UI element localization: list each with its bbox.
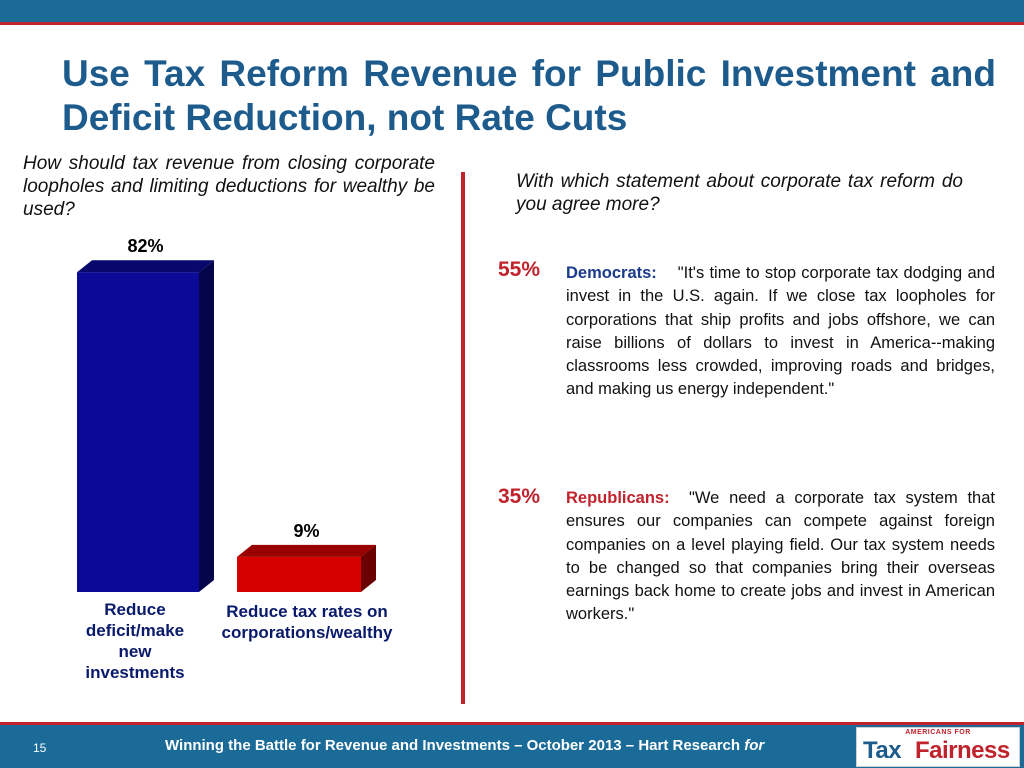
slide-title: Use Tax Reform Revenue for Public Invest… — [62, 53, 996, 138]
top-bar — [0, 0, 1024, 22]
logo-tax-text: Tax — [863, 737, 902, 764]
footer-bar — [0, 725, 1024, 768]
x-label-reduce-deficit: Reduce deficit/make new investments — [85, 600, 185, 682]
data-label-0: 82% — [127, 236, 163, 256]
bar-top-0 — [77, 260, 214, 273]
americans-for-tax-fairness-logo: AMERICANS FOR Tax Fairness — [856, 727, 1020, 767]
logo-small-text: AMERICANS FOR — [905, 729, 971, 736]
vertical-divider — [461, 172, 465, 704]
republicans-quote: "We need a corporate tax system that ens… — [566, 489, 995, 624]
bar-side-0 — [199, 260, 214, 592]
bar-1 — [237, 544, 376, 592]
republicans-percent: 35% — [498, 485, 541, 508]
page-number: 15 — [33, 741, 47, 755]
right-question: With which statement about corporate tax… — [516, 171, 963, 215]
democrats-percent: 55% — [498, 258, 541, 281]
democrats-quote: "It's time to stop corporate tax dodging… — [566, 264, 996, 399]
left-question: How should tax revenue from closing corp… — [23, 153, 435, 220]
republicans-statement: Republicans: "We need a corporate tax sy… — [566, 487, 995, 627]
bar-side-1 — [361, 544, 376, 592]
democrats-label: Democrats: — [566, 264, 657, 282]
data-label-1: 9% — [293, 521, 319, 541]
footer-text: Winning the Battle for Revenue and Inves… — [165, 737, 765, 754]
bottom-accent-line — [0, 722, 1024, 725]
logo-fairness-text: Fairness — [915, 737, 1010, 764]
bar-top-1 — [237, 544, 376, 557]
democrats-statement: Democrats: "It's time to stop corporate … — [566, 262, 995, 402]
x-label-reduce-tax-rates: Reduce tax rates on corporations/wealthy — [221, 602, 393, 642]
bar-front-0 — [77, 272, 199, 592]
bar-0 — [77, 260, 214, 592]
top-accent-line — [0, 22, 1024, 25]
bar-front-1 — [237, 556, 361, 592]
republicans-label: Republicans: — [566, 489, 670, 507]
